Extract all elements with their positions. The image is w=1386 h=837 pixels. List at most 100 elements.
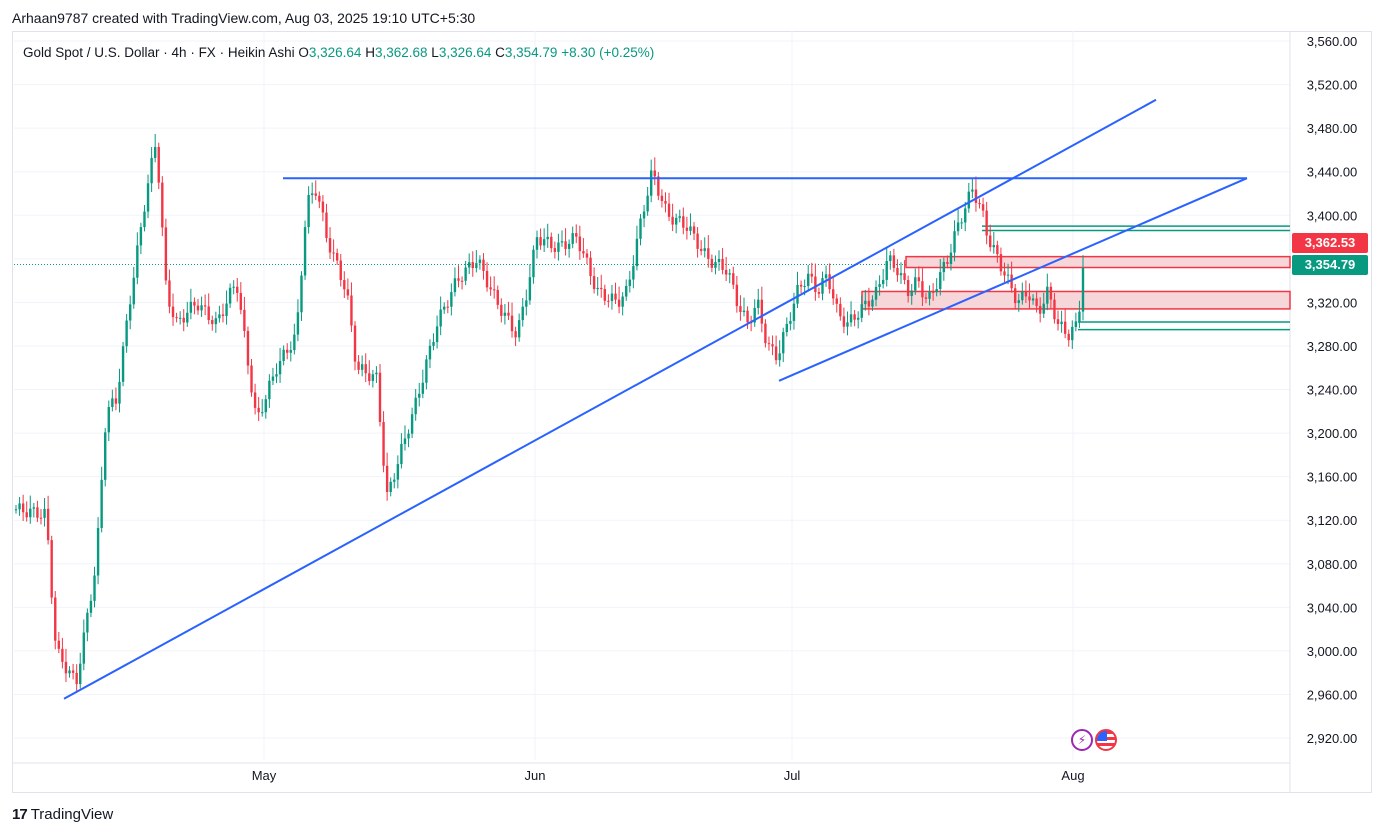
candle-body <box>193 301 196 306</box>
candle-body <box>1060 321 1063 325</box>
candle-body <box>32 507 36 509</box>
candle-body <box>785 323 789 333</box>
candle-body <box>917 277 921 282</box>
candle-body <box>203 305 207 307</box>
tradingview-logo-icon: 17 <box>12 806 28 823</box>
flash-icon[interactable]: ⚡ <box>1071 729 1093 751</box>
candle-body <box>849 314 853 323</box>
candle-body <box>903 273 906 280</box>
legend-high-value: 3,362.68 <box>374 45 428 60</box>
candle-body <box>339 260 342 281</box>
candle-body <box>132 277 135 305</box>
time-tick-label: Aug <box>1061 768 1084 783</box>
candle-body <box>642 211 646 219</box>
candle-body <box>764 323 767 344</box>
candle-body <box>625 285 628 297</box>
time-tick-label: May <box>252 768 277 783</box>
legend-open-value: 3,326.64 <box>308 45 362 60</box>
resistance-zone <box>905 255 1291 269</box>
candle-body <box>250 365 253 393</box>
candle-body <box>721 258 724 270</box>
candle-body <box>1010 274 1013 289</box>
legend-open-label: O <box>298 45 309 60</box>
candle-body <box>578 236 582 252</box>
candle-body <box>57 640 61 649</box>
candle-body <box>468 262 471 268</box>
candle-body <box>657 176 660 196</box>
candle-body <box>964 208 967 223</box>
candle-body <box>717 258 721 262</box>
candle-body <box>817 292 821 294</box>
candle-body <box>68 670 71 674</box>
candle-body <box>257 407 260 413</box>
candle-body <box>64 661 68 674</box>
candle-body <box>453 278 457 293</box>
candle-body <box>910 290 913 297</box>
candle-body <box>128 304 132 321</box>
candle-body <box>1049 286 1053 300</box>
candle-body <box>178 317 182 319</box>
candle-body <box>871 299 874 307</box>
candle-body <box>54 597 57 641</box>
candle-body <box>592 276 596 290</box>
candle-body <box>93 575 96 601</box>
candle-body <box>557 242 560 252</box>
candle-body <box>353 325 357 362</box>
candle-body <box>646 195 649 212</box>
candle-body <box>310 193 314 195</box>
candle-body <box>239 292 243 310</box>
candle-body <box>603 289 607 301</box>
candle-body <box>1078 311 1081 322</box>
symbol-legend: Gold Spot / U.S. Dollar · 4h · FX · Heik… <box>23 45 654 60</box>
candle-body <box>435 326 439 343</box>
candle-body <box>146 183 150 212</box>
candle-body <box>914 277 917 291</box>
candle-body <box>89 600 93 613</box>
candle-body <box>196 305 200 311</box>
legend-high-label: H <box>365 45 375 60</box>
price-tick-label: 3,280.00 <box>1307 339 1358 354</box>
candle-body <box>653 170 656 177</box>
candle-body <box>589 257 592 277</box>
candle-body <box>296 312 300 335</box>
candle-body <box>446 306 449 308</box>
candle-body <box>906 279 910 297</box>
candle-body <box>410 414 414 434</box>
candle-body <box>821 278 824 294</box>
candle-body <box>414 397 417 415</box>
candle-body <box>892 255 896 268</box>
candle-body <box>1021 291 1024 301</box>
candle-body <box>874 286 878 300</box>
chart-frame[interactable] <box>12 31 1372 793</box>
candle-body <box>29 508 32 518</box>
tradingview-brand[interactable]: 17 TradingView <box>12 806 113 823</box>
candle-body <box>1042 303 1045 314</box>
price-tick-label: 3,480.00 <box>1307 121 1358 136</box>
us-flag-icon[interactable] <box>1095 729 1117 751</box>
candle-body <box>464 267 467 281</box>
candle-body <box>928 291 931 299</box>
candle-body <box>300 275 303 313</box>
candle-body <box>632 266 635 280</box>
candle-body <box>104 432 107 480</box>
candle-body <box>1046 286 1049 304</box>
candle-body <box>328 238 332 253</box>
candle-body <box>682 216 685 228</box>
channel-trendline <box>778 177 1248 382</box>
candle-body <box>803 286 806 288</box>
candle-body <box>799 284 803 287</box>
candle-body <box>278 360 282 375</box>
candle-body <box>489 287 492 290</box>
candle-body <box>1056 319 1060 325</box>
candle-body <box>1074 321 1078 327</box>
candle-body <box>161 182 164 228</box>
candle-body <box>807 273 810 287</box>
trend-lines <box>63 98 1248 700</box>
candle-body <box>457 278 460 281</box>
candle-body <box>214 318 218 325</box>
candle-body <box>325 212 328 239</box>
candle-body <box>360 364 364 370</box>
candle-body <box>692 226 696 234</box>
candle-body <box>1017 300 1020 304</box>
